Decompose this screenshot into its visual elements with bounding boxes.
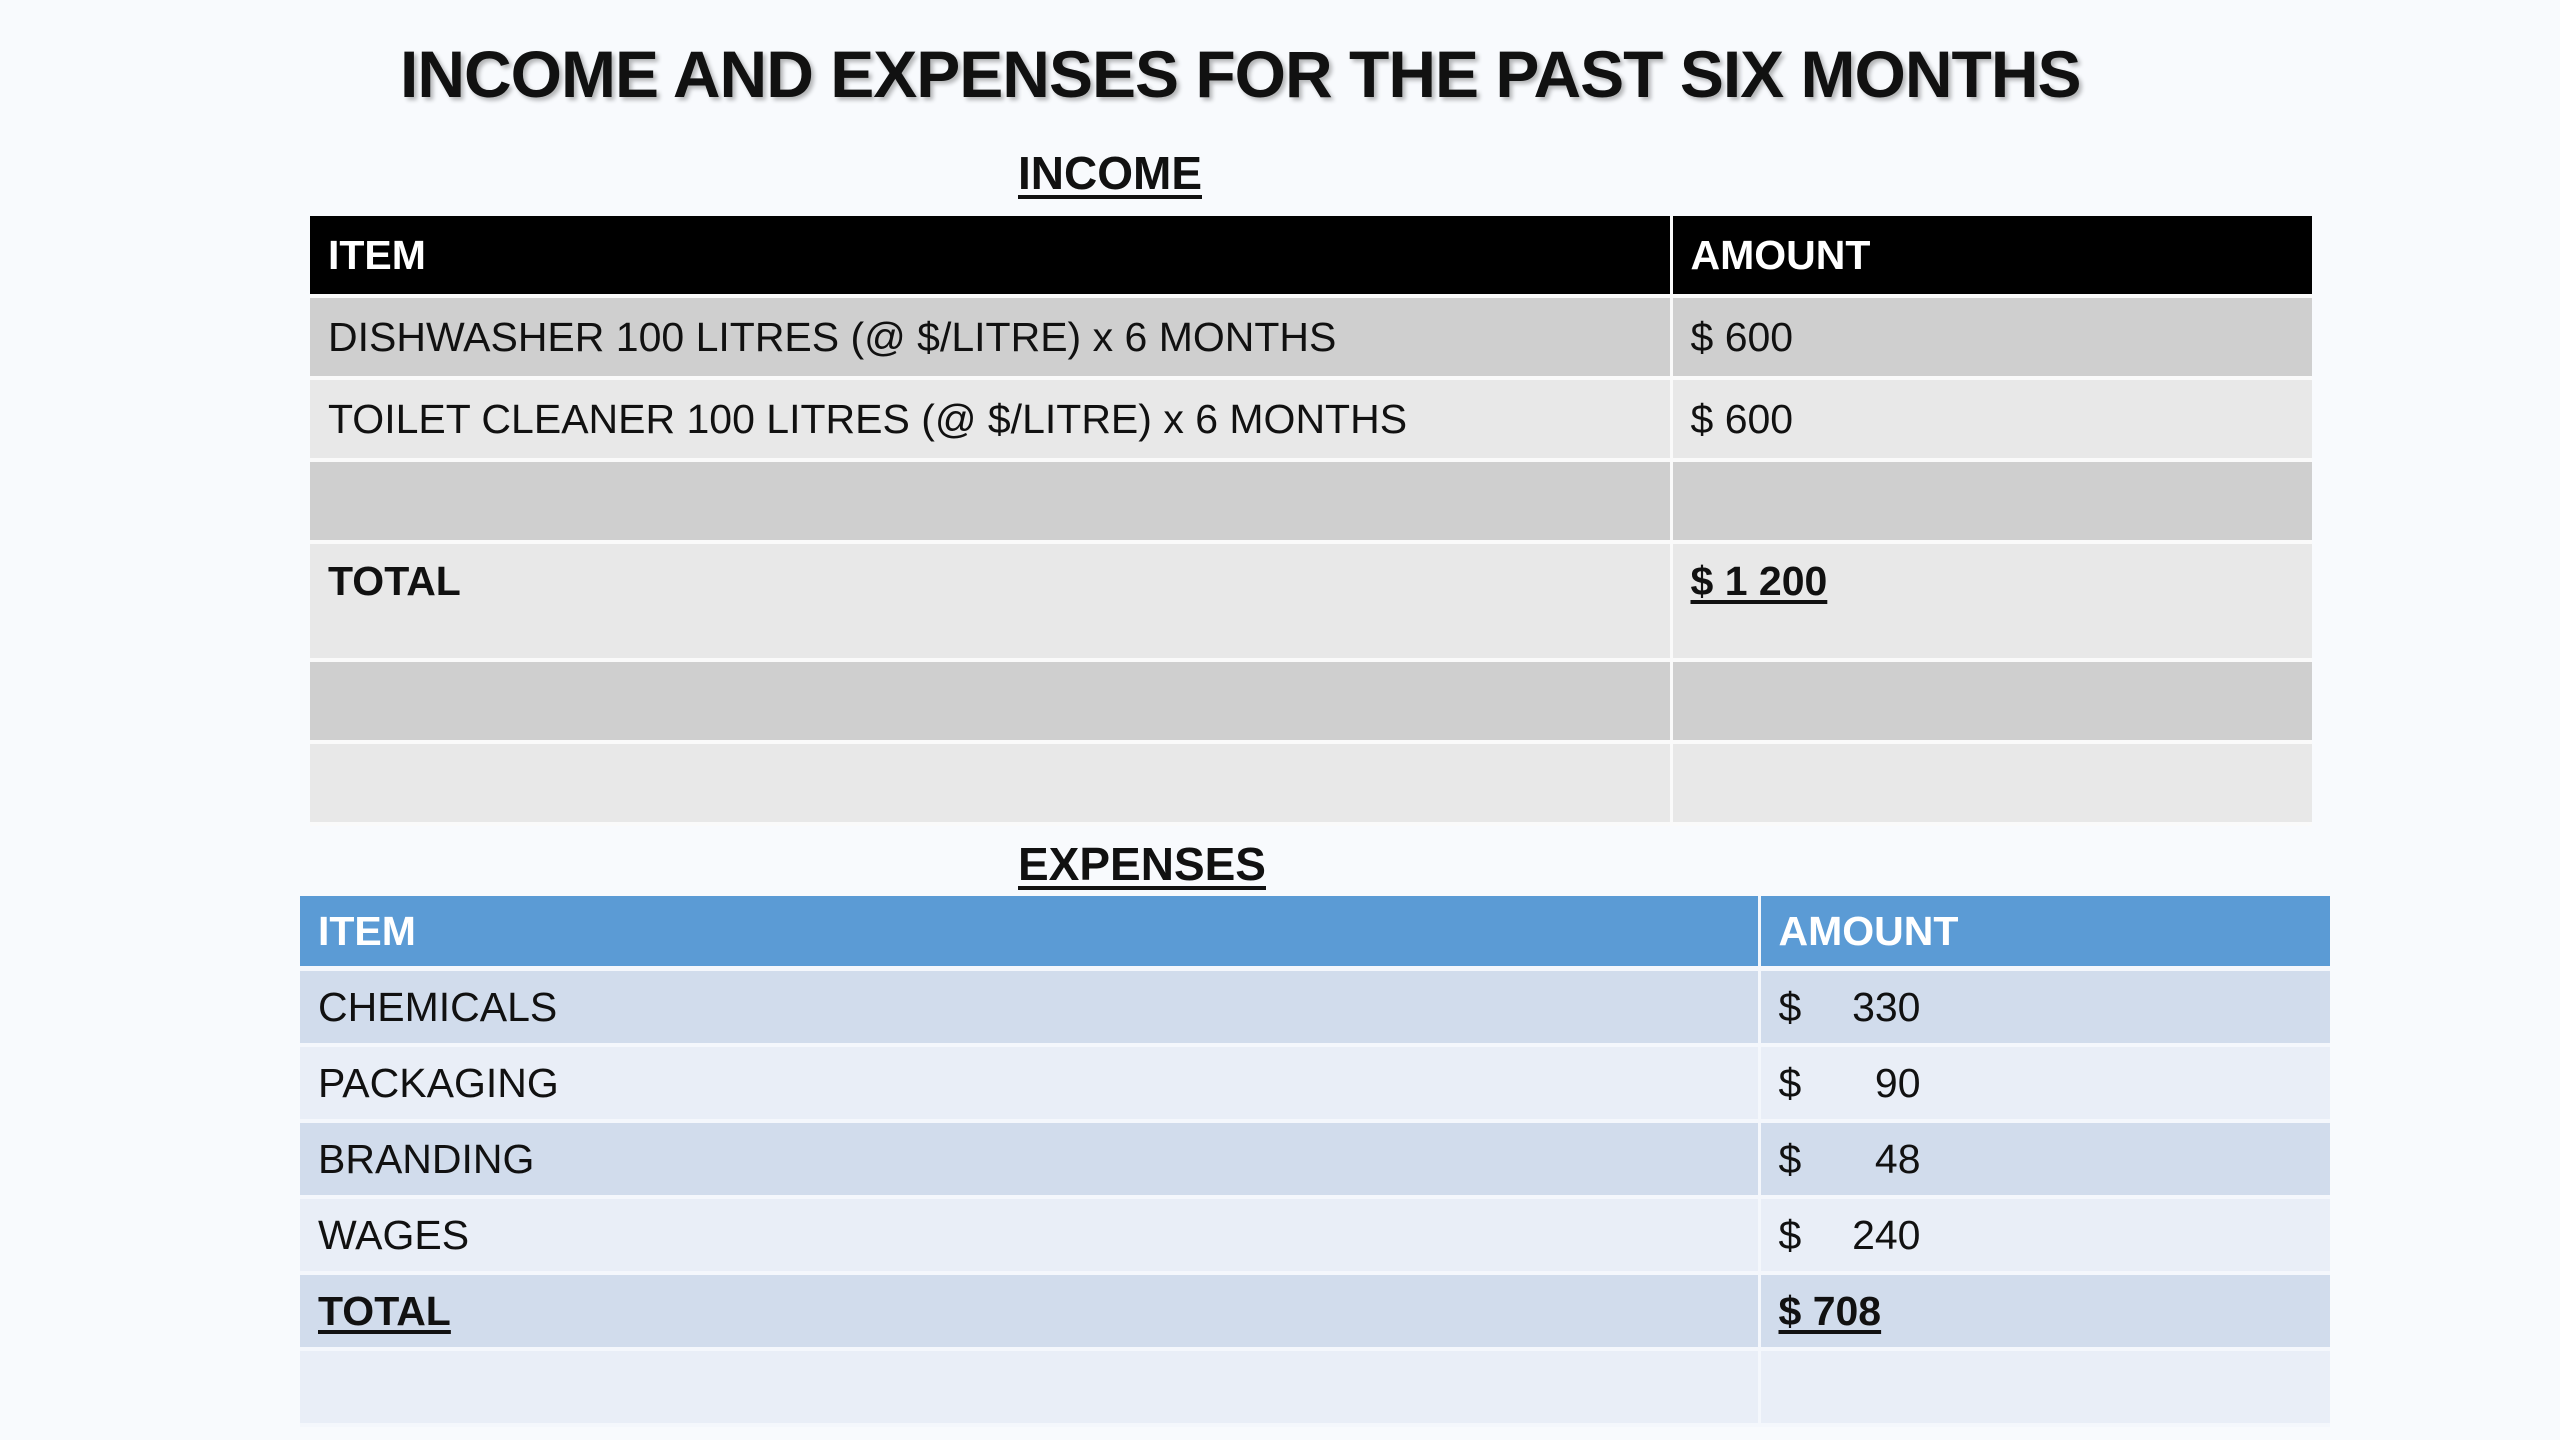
column-header-item: ITEM — [300, 896, 1761, 971]
empty-row — [310, 460, 2312, 544]
currency-symbol: $ — [1778, 1059, 1802, 1106]
expenses-total-amount: $ 708 — [1778, 1287, 1882, 1334]
table-row: TOILET CLEANER 100 LITRES (@ $/LITRE) x … — [310, 378, 2312, 462]
page-title: INCOME AND EXPENSES FOR THE PAST SIX MON… — [400, 37, 2082, 111]
expense-amount: 330 — [1852, 983, 1921, 1030]
expenses-heading: EXPENSES — [1018, 838, 1266, 890]
empty-cell — [1671, 660, 2312, 744]
empty-cell — [300, 1349, 1761, 1427]
empty-row — [310, 660, 2312, 744]
income-item-cell: DISHWASHER 100 LITRES (@ $/LITRE) x 6 MO… — [310, 296, 1673, 380]
expense-item-cell: BRANDING — [300, 1121, 1761, 1199]
income-heading: INCOME — [1018, 147, 1202, 199]
expense-amount: 240 — [1852, 1211, 1921, 1258]
income-table: ITEM AMOUNT DISHWASHER 100 LITRES (@ $/L… — [310, 216, 2312, 826]
empty-row — [310, 742, 2312, 826]
expense-amount-cell: $240 — [1759, 1197, 2330, 1275]
income-amount-cell: $ 600 — [1671, 378, 2312, 462]
empty-cell — [1671, 742, 2312, 826]
table-row: WAGES $240 — [300, 1197, 2330, 1275]
expense-item-cell: PACKAGING — [300, 1045, 1761, 1123]
table-row: CHEMICALS $330 — [300, 968, 2330, 1047]
income-total-amount: $ 1 200 — [1690, 558, 1828, 604]
expenses-total-row: TOTAL $ 708 — [300, 1273, 2330, 1351]
empty-cell — [1671, 460, 2312, 544]
income-total-row: TOTAL $ 1 200 — [310, 542, 2312, 662]
empty-row — [300, 1349, 2330, 1427]
income-amount-cell: $ 600 — [1671, 296, 2312, 380]
currency-symbol: $ — [1778, 983, 1802, 1030]
currency-symbol: $ — [1778, 1135, 1802, 1182]
expenses-total-amount-cell: $ 708 — [1759, 1273, 2330, 1351]
column-header-amount: AMOUNT — [1671, 216, 2312, 298]
income-total-amount-cell: $ 1 200 — [1671, 542, 2312, 662]
income-item-cell: TOILET CLEANER 100 LITRES (@ $/LITRE) x … — [310, 378, 1673, 462]
expense-amount-cell: $330 — [1759, 968, 2330, 1047]
empty-cell — [310, 742, 1673, 826]
expense-amount: 48 — [1874, 1135, 1921, 1182]
empty-cell — [310, 660, 1673, 744]
expense-item-cell: CHEMICALS — [300, 968, 1761, 1047]
expense-item-cell: WAGES — [300, 1197, 1761, 1275]
income-total-label: TOTAL — [310, 542, 1673, 662]
expenses-total-label: TOTAL — [318, 1287, 451, 1334]
column-header-amount: AMOUNT — [1759, 896, 2330, 971]
expense-amount: 90 — [1874, 1059, 1921, 1106]
table-row: DISHWASHER 100 LITRES (@ $/LITRE) x 6 MO… — [310, 296, 2312, 380]
table-header-row: ITEM AMOUNT — [310, 216, 2312, 298]
currency-symbol: $ — [1778, 1211, 1802, 1258]
table-row: BRANDING $48 — [300, 1121, 2330, 1199]
expenses-table: ITEM AMOUNT CHEMICALS $330 PACKAGING $90… — [300, 896, 2330, 1427]
empty-cell — [310, 460, 1673, 544]
expense-amount-cell: $48 — [1759, 1121, 2330, 1199]
table-row: PACKAGING $90 — [300, 1045, 2330, 1123]
expenses-total-label-cell: TOTAL — [300, 1273, 1761, 1351]
empty-cell — [1759, 1349, 2330, 1427]
column-header-item: ITEM — [310, 216, 1673, 298]
expense-amount-cell: $90 — [1759, 1045, 2330, 1123]
table-header-row: ITEM AMOUNT — [300, 896, 2330, 971]
